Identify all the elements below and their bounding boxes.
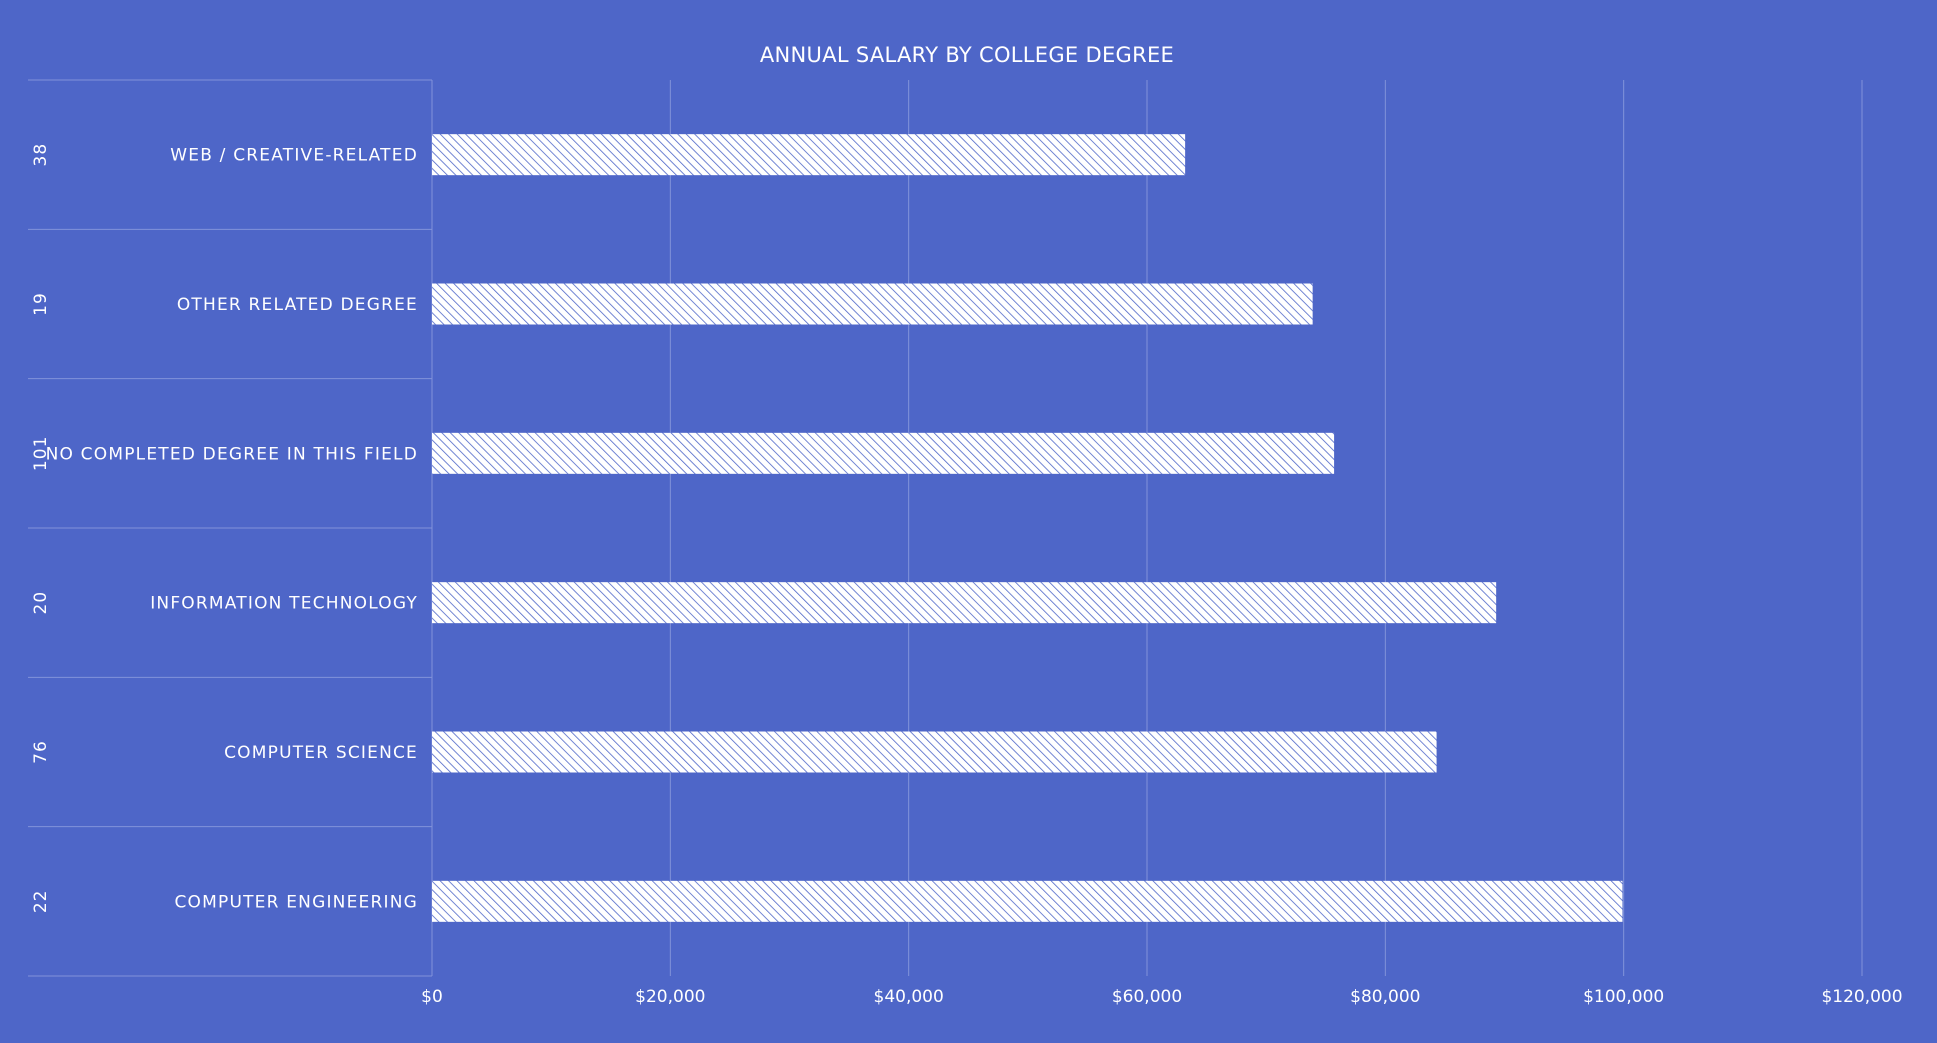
count-label-0: 38 xyxy=(31,143,51,167)
grid-layer xyxy=(28,79,1863,977)
category-label-4: COMPUTER SCIENCE xyxy=(224,743,418,763)
category-label-3: INFORMATION TECHNOLOGY xyxy=(150,594,418,614)
count-label-4: 76 xyxy=(31,740,51,764)
count-label-5: 22 xyxy=(31,890,51,914)
bar-1 xyxy=(432,283,1313,325)
x-tick-label-6: $120,000 xyxy=(1821,987,1902,1007)
bars-layer xyxy=(432,134,1623,922)
chart-title: ANNUAL SALARY BY COLLEGE DEGREE xyxy=(760,43,1174,67)
bar-5 xyxy=(432,880,1623,922)
ticks-layer: $0 $20,000 $40,000 $60,000 $80,000 $100,000 $1… xyxy=(421,987,1902,1007)
category-label-0: WEB / CREATIVE-RELATED xyxy=(170,146,418,166)
count-label-3: 20 xyxy=(31,591,51,615)
x-tick-label-4: $80,000 xyxy=(1350,987,1420,1007)
category-label-2: NO COMPLETED DEGREE IN THIS FIELD xyxy=(46,444,418,464)
count-label-2: 101 xyxy=(31,436,51,471)
bar-2 xyxy=(432,432,1335,474)
x-tick-label-3: $60,000 xyxy=(1112,987,1182,1007)
labels-layer: WEB / CREATIVE-RELATED 38 OTHER RELATED DE… xyxy=(31,143,418,914)
count-label-1: 19 xyxy=(31,292,51,316)
x-tick-label-1: $20,000 xyxy=(635,987,705,1007)
x-tick-label-0: $0 xyxy=(421,987,443,1007)
bar-4 xyxy=(432,731,1437,773)
bar-0 xyxy=(432,134,1186,176)
category-label-1: OTHER RELATED DEGREE xyxy=(177,295,418,315)
x-tick-label-2: $40,000 xyxy=(874,987,944,1007)
category-label-5: COMPUTER ENGINEERING xyxy=(174,892,418,912)
bar-3 xyxy=(432,582,1497,624)
x-tick-label-5: $100,000 xyxy=(1583,987,1664,1007)
